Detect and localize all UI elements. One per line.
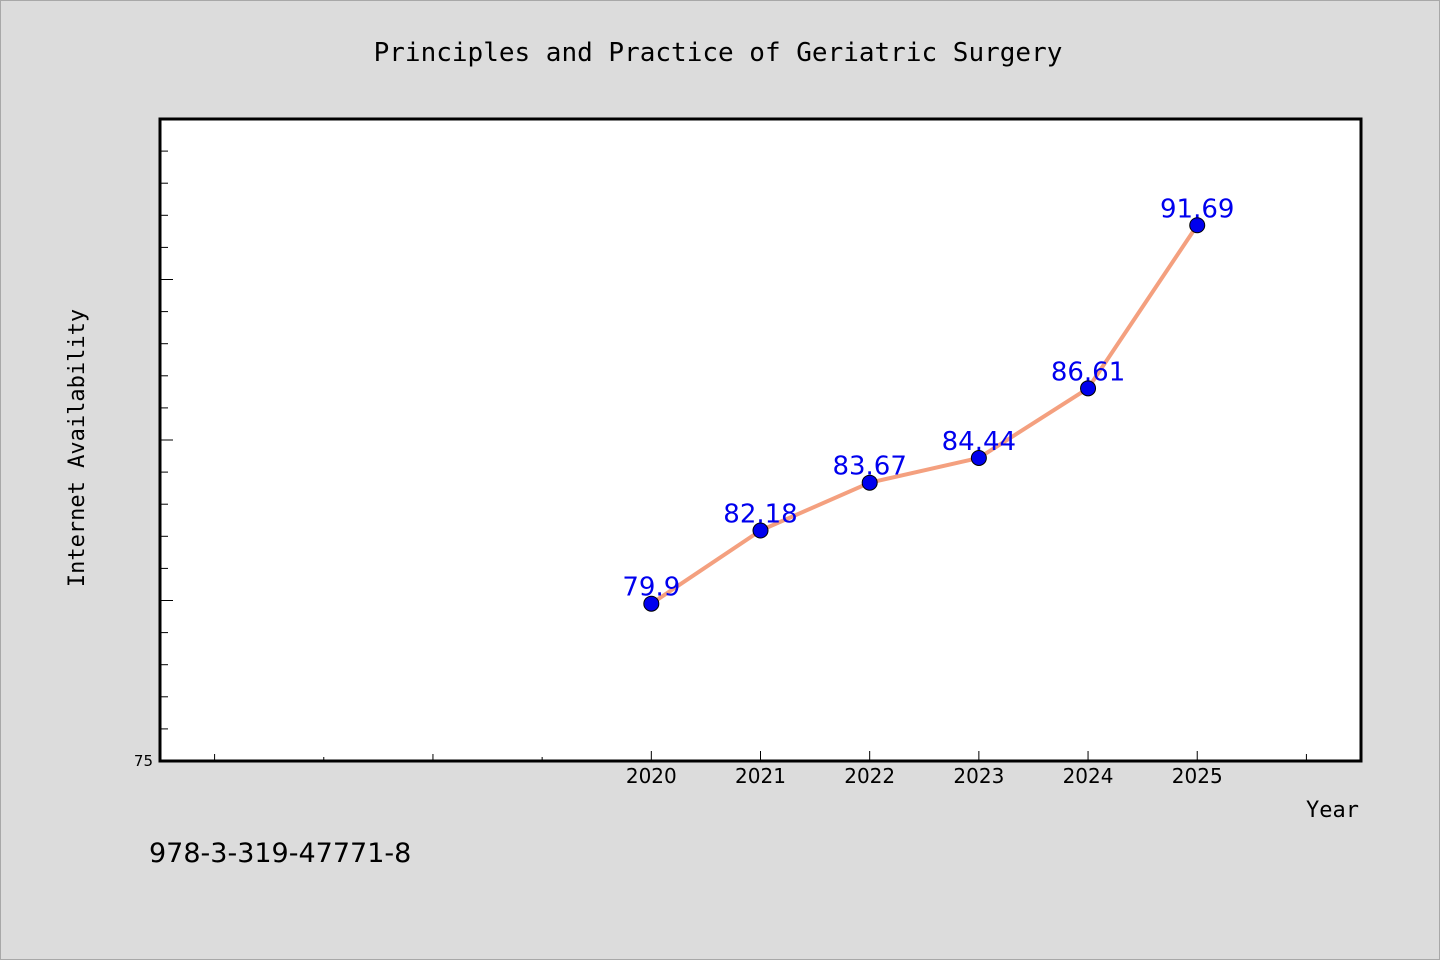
x-tick-label-2024: 2024 xyxy=(1063,764,1114,788)
series-line xyxy=(650,224,1199,606)
data-label-2024: 86.61 xyxy=(1051,357,1125,387)
x-tick-label-2025: 2025 xyxy=(1172,764,1223,788)
data-point-2023 xyxy=(970,449,987,466)
x-tick-label-2023: 2023 xyxy=(953,764,1004,788)
data-point-2020 xyxy=(643,595,660,612)
plot-area xyxy=(160,119,1361,761)
x-axis-label: Year xyxy=(1306,798,1359,823)
data-label-2020: 79.9 xyxy=(622,573,680,603)
plot-border xyxy=(158,117,1363,763)
chart-title: Principles and Practice of Geriatric Sur… xyxy=(374,38,1063,68)
data-point-2021 xyxy=(752,522,769,539)
y-axis-label: Internet Availability xyxy=(65,309,90,587)
data-label-2023: 84.44 xyxy=(942,427,1016,457)
data-label-2022: 83.67 xyxy=(832,452,906,482)
data-point-2024 xyxy=(1080,380,1097,397)
x-tick-label-2020: 2020 xyxy=(626,764,677,788)
x-tick-label-2022: 2022 xyxy=(844,764,895,788)
data-labels: 79.9 82.18 83.67 84.44 86.61 91.69 xyxy=(622,194,1234,602)
data-point-2022 xyxy=(861,474,878,491)
data-label-2021: 82.18 xyxy=(723,500,797,530)
y-tick-label-75: 75 xyxy=(134,752,153,770)
x-tick-labels: 2020 2021 2022 2023 2024 2025 xyxy=(626,764,1223,788)
isbn-label: 978-3-319-47771-8 xyxy=(149,838,411,869)
x-tick-label-2021: 2021 xyxy=(735,764,786,788)
data-label-2025: 91.69 xyxy=(1160,194,1234,224)
data-point-2025 xyxy=(1189,217,1206,234)
series-markers xyxy=(643,217,1206,612)
